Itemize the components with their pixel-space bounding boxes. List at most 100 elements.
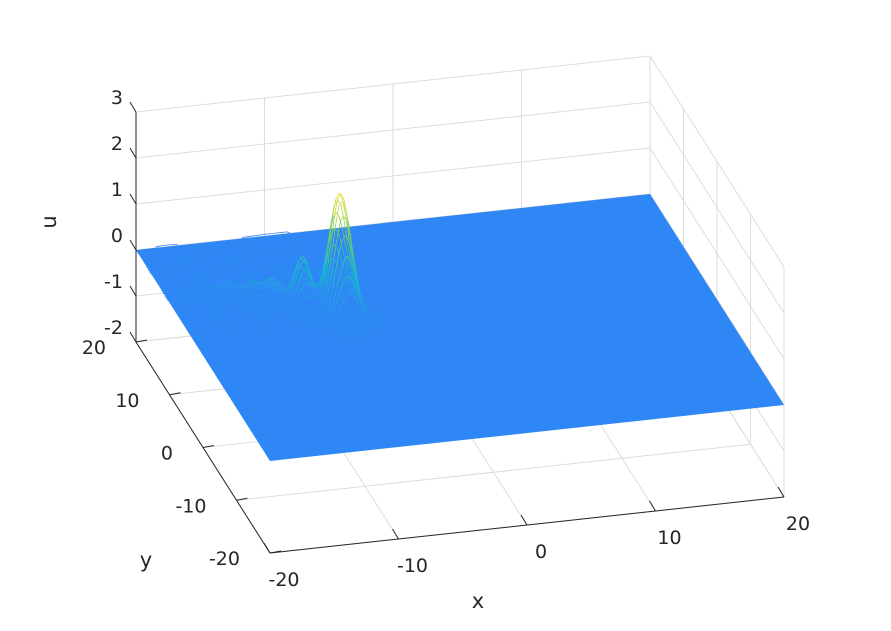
grid-line bbox=[649, 147, 785, 360]
mesh-segment bbox=[333, 329, 337, 333]
mesh-segment bbox=[279, 316, 284, 320]
mesh-segment bbox=[229, 284, 233, 287]
mesh-segment bbox=[226, 284, 230, 287]
mesh-segment bbox=[224, 302, 228, 305]
y-axis-label: y bbox=[140, 548, 152, 572]
mesh-segment bbox=[303, 259, 308, 265]
mesh-segment bbox=[303, 307, 308, 311]
mesh-segment bbox=[213, 301, 217, 304]
mesh-segment bbox=[319, 268, 324, 282]
mesh-segment bbox=[310, 273, 315, 283]
mesh-segment bbox=[218, 323, 223, 325]
mesh-segment bbox=[215, 261, 219, 264]
y-tick-label: 20 bbox=[82, 337, 106, 359]
mesh-segment bbox=[145, 251, 149, 254]
mesh-segment bbox=[252, 309, 257, 312]
mesh-segment bbox=[205, 321, 210, 325]
mesh-segment bbox=[341, 312, 346, 318]
mesh-segment bbox=[325, 330, 329, 332]
mesh-segment bbox=[196, 284, 200, 287]
mesh-segment bbox=[274, 327, 278, 329]
mesh-segment bbox=[360, 315, 365, 320]
mesh-segment bbox=[213, 285, 218, 288]
mesh-segment bbox=[176, 258, 181, 261]
mesh-segment bbox=[319, 279, 324, 291]
mesh-segment bbox=[310, 306, 314, 309]
mesh-segment bbox=[325, 302, 330, 313]
mesh-segment bbox=[224, 333, 229, 335]
mesh-segment bbox=[349, 332, 353, 335]
mesh-segment bbox=[194, 295, 198, 298]
mesh-segment bbox=[243, 304, 247, 309]
mesh-segment bbox=[271, 315, 276, 318]
mesh-segment bbox=[256, 281, 261, 284]
mesh-segment bbox=[174, 303, 179, 306]
mesh-segment bbox=[198, 316, 202, 319]
z-tick-mark bbox=[129, 193, 137, 205]
mesh-segment bbox=[337, 193, 342, 200]
mesh-segment bbox=[163, 269, 168, 271]
mesh-segment bbox=[240, 287, 245, 291]
mesh-segment bbox=[231, 280, 236, 282]
mesh-segment bbox=[370, 324, 374, 326]
mesh-segment bbox=[255, 308, 260, 310]
mesh-segment bbox=[214, 311, 218, 313]
mesh-segment bbox=[191, 289, 195, 292]
mesh-segment bbox=[244, 329, 248, 331]
mesh-segment bbox=[158, 272, 163, 275]
mesh-segment bbox=[347, 337, 351, 340]
mesh-segment bbox=[248, 273, 252, 275]
mesh-segment bbox=[368, 320, 373, 323]
mesh-segment bbox=[246, 287, 251, 293]
mesh-segment bbox=[298, 272, 303, 282]
mesh-segment bbox=[240, 333, 245, 336]
z-tick-mark bbox=[129, 331, 137, 343]
mesh-segment bbox=[352, 281, 357, 292]
mesh-segment bbox=[324, 263, 329, 283]
mesh-segment bbox=[308, 295, 313, 298]
mesh-segment bbox=[195, 306, 199, 308]
mesh-segment bbox=[206, 310, 210, 313]
y-tick-mark bbox=[169, 392, 181, 396]
mesh-segment bbox=[242, 326, 247, 329]
mesh-segment bbox=[307, 284, 312, 288]
mesh-segment bbox=[162, 267, 166, 270]
mesh-segment bbox=[227, 240, 231, 242]
mesh-segment bbox=[269, 281, 274, 285]
mesh-segment bbox=[241, 311, 246, 314]
mesh-segment bbox=[249, 298, 254, 302]
mesh-segment bbox=[213, 334, 217, 336]
mesh-segment bbox=[207, 312, 212, 316]
mesh-segment bbox=[208, 326, 213, 329]
mesh-segment bbox=[155, 273, 159, 276]
mesh-segment bbox=[349, 285, 354, 292]
mesh-segment bbox=[202, 293, 206, 298]
mesh-segment bbox=[137, 252, 141, 254]
y-tick-mark bbox=[135, 339, 148, 343]
mesh-segment bbox=[235, 287, 240, 289]
mesh-segment bbox=[188, 325, 192, 327]
mesh-segment bbox=[176, 310, 180, 313]
mesh-segment bbox=[337, 199, 342, 206]
mesh-segment bbox=[253, 332, 257, 335]
mesh-segment bbox=[367, 322, 371, 325]
mesh-segment bbox=[216, 241, 220, 243]
mesh-segment bbox=[233, 326, 237, 329]
mesh-segment bbox=[301, 315, 306, 318]
mesh-segment bbox=[249, 250, 253, 253]
mesh-segment bbox=[275, 282, 279, 285]
mesh-segment bbox=[246, 312, 250, 315]
mesh-segment bbox=[241, 318, 245, 321]
mesh-segment bbox=[207, 287, 211, 290]
mesh-segment bbox=[279, 304, 284, 306]
mesh-segment bbox=[226, 282, 231, 284]
mesh-segment bbox=[353, 255, 358, 276]
mesh-segment bbox=[289, 281, 294, 290]
mesh-segment bbox=[185, 282, 189, 285]
mesh-segment bbox=[322, 261, 327, 280]
mesh-segment bbox=[206, 283, 210, 285]
mesh-segment bbox=[206, 295, 211, 299]
mesh-segment bbox=[350, 336, 355, 339]
mesh-segment bbox=[316, 278, 321, 281]
mesh-segment bbox=[341, 235, 346, 241]
